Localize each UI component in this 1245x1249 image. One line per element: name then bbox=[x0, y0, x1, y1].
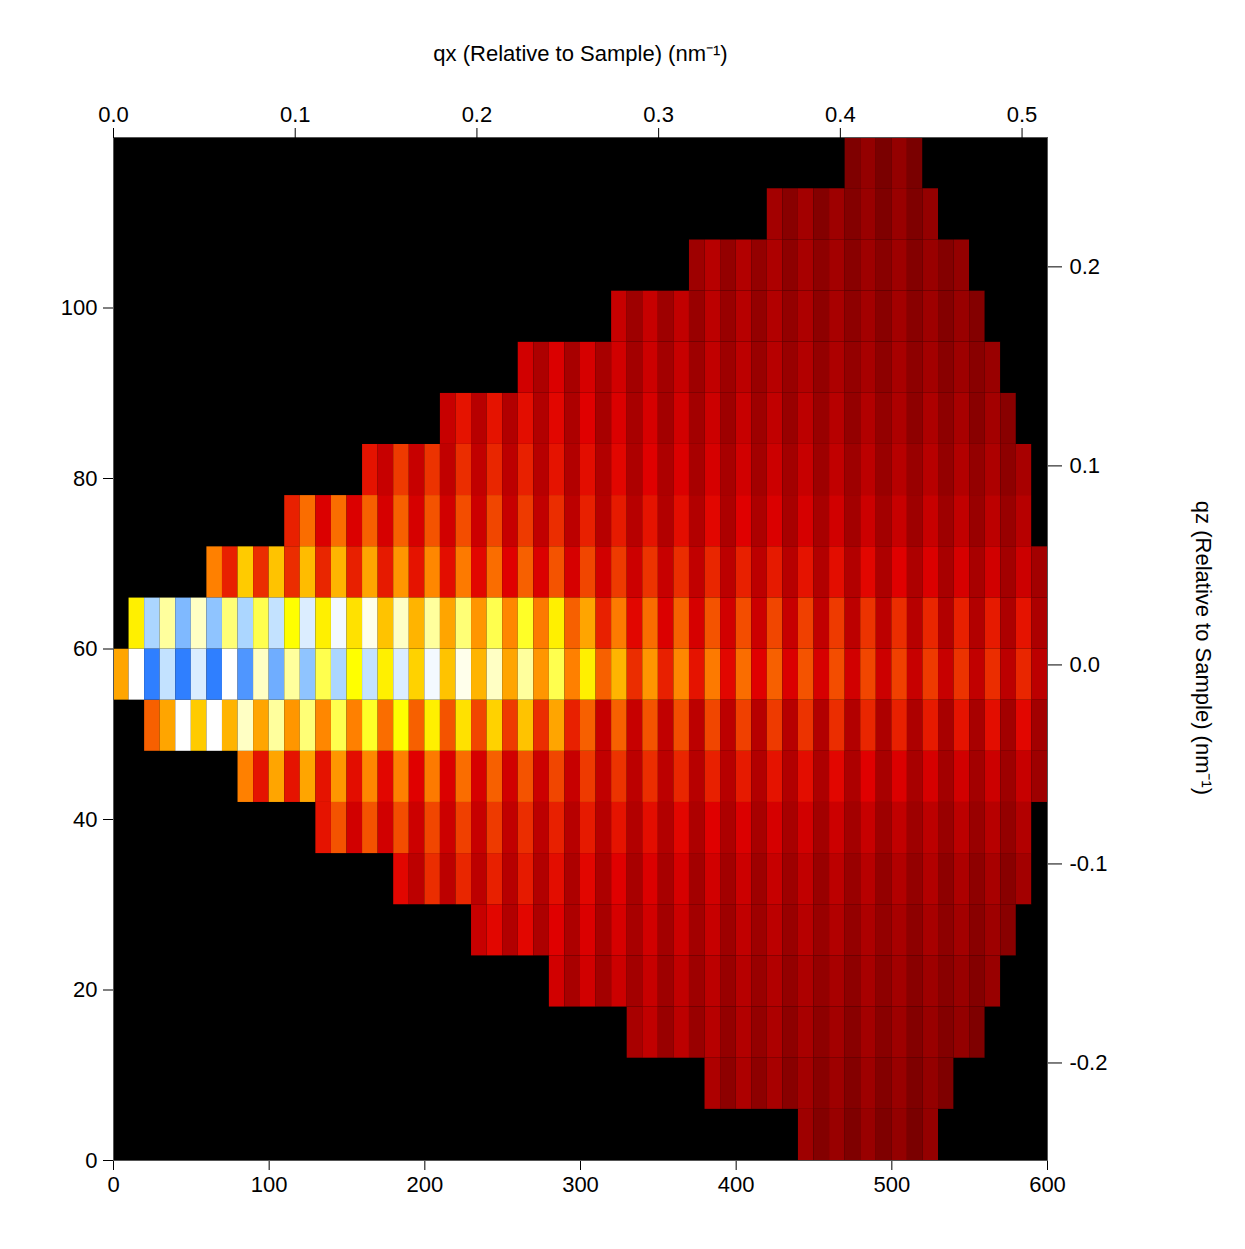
svg-text:-0.2: -0.2 bbox=[1070, 1050, 1108, 1075]
svg-text:0.5: 0.5 bbox=[1007, 102, 1038, 127]
svg-text:0.2: 0.2 bbox=[462, 102, 493, 127]
svg-text:20: 20 bbox=[73, 977, 97, 1002]
svg-text:500: 500 bbox=[873, 1172, 910, 1197]
svg-text:100: 100 bbox=[251, 1172, 288, 1197]
svg-text:200: 200 bbox=[406, 1172, 443, 1197]
svg-text:60: 60 bbox=[73, 636, 97, 661]
svg-text:0.3: 0.3 bbox=[643, 102, 674, 127]
svg-text:-0.1: -0.1 bbox=[1070, 851, 1108, 876]
svg-text:0.0: 0.0 bbox=[1070, 652, 1101, 677]
svg-text:80: 80 bbox=[73, 466, 97, 491]
svg-text:600: 600 bbox=[1029, 1172, 1066, 1197]
svg-text:0: 0 bbox=[85, 1148, 97, 1173]
svg-text:0.4: 0.4 bbox=[825, 102, 856, 127]
svg-text:0.0: 0.0 bbox=[98, 102, 129, 127]
html-text:qz (Relative to Sample) (nm⁻¹): qz (Relative to Sample) (nm⁻¹) bbox=[1191, 500, 1216, 796]
svg-text:100: 100 bbox=[61, 295, 98, 320]
svg-text:40: 40 bbox=[73, 807, 97, 832]
svg-text:0.2: 0.2 bbox=[1070, 254, 1101, 279]
svg-text:0.1: 0.1 bbox=[280, 102, 311, 127]
svg-text:400: 400 bbox=[718, 1172, 755, 1197]
svg-text:0: 0 bbox=[107, 1172, 119, 1197]
svg-text:300: 300 bbox=[562, 1172, 599, 1197]
svg-text:0.1: 0.1 bbox=[1070, 453, 1101, 478]
svg-text:qx (Relative to Sample) (nm⁻¹): qx (Relative to Sample) (nm⁻¹) bbox=[433, 41, 727, 66]
